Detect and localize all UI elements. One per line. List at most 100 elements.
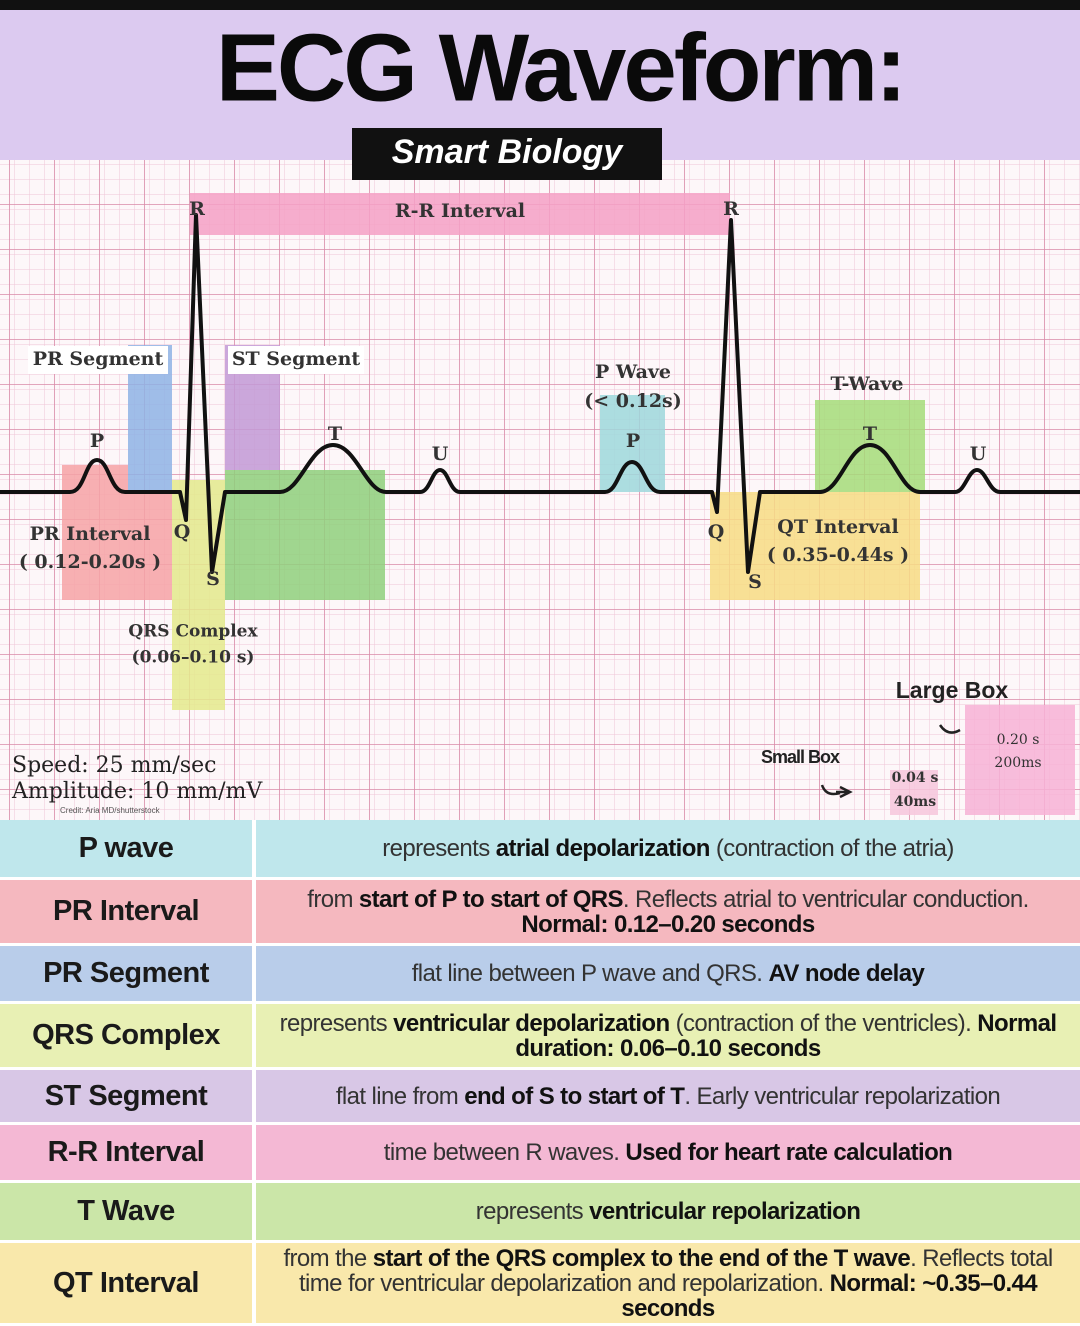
table-row: PR Segment flat line between P wave and Q…	[0, 946, 1080, 1004]
row-term: R-R Interval	[0, 1125, 256, 1180]
label: R	[723, 198, 739, 220]
credit: Credit: Aria MD/shutterstock	[60, 806, 161, 815]
description-text: flat line between P wave and QRS. AV nod…	[412, 961, 925, 986]
label: T	[863, 423, 877, 445]
description-text: represents ventricular depolarization (c…	[264, 1011, 1072, 1061]
row-description: flat line from end of S to start of T. E…	[256, 1070, 1080, 1122]
label-bg	[28, 346, 168, 374]
label: ( 0.35-0.44s )	[767, 544, 909, 566]
description-part: . Early ventricular repolarization	[684, 1082, 1001, 1110]
row-description: time between R waves. Used for heart rat…	[256, 1125, 1080, 1180]
description-text: represents atrial depolarization (contra…	[382, 836, 954, 861]
label: Q	[708, 521, 725, 543]
label: 200ms	[994, 755, 1041, 771]
description-part: ventricular depolarization	[393, 1009, 670, 1037]
description-part: ventricular repolarization	[589, 1198, 861, 1225]
row-description: represents ventricular depolarization (c…	[256, 1004, 1080, 1067]
table-row: R-R Interval time between R waves. Used f…	[0, 1125, 1080, 1183]
table-row: QT Interval from the start of the QRS com…	[0, 1243, 1080, 1326]
small-box-sample	[890, 770, 938, 815]
description-part: (contraction of the atria)	[709, 835, 954, 862]
description-part: AV node delay	[768, 960, 925, 987]
top-border	[0, 0, 1080, 10]
label: PR Segment	[33, 348, 164, 370]
description-part: from	[307, 885, 359, 913]
row-description: represents ventricular repolarization	[256, 1183, 1080, 1240]
description-part: Normal: 0.12–0.20 seconds	[521, 910, 815, 938]
row-term: P wave	[0, 820, 256, 877]
label: 0.04 s	[892, 770, 939, 786]
description-part: start of the QRS complex to the end of t…	[372, 1244, 911, 1272]
label: R	[189, 198, 205, 220]
row-description: from the start of the QRS complex to the…	[256, 1243, 1080, 1323]
subtitle-box	[352, 128, 662, 180]
label-bg	[228, 346, 364, 374]
description-part: Normal: ~0.35–0.44 seconds	[621, 1269, 1038, 1322]
description-text: flat line from end of S to start of T. E…	[335, 1082, 1001, 1110]
ecg-diagram: ECG Waveform: Smart Biology R R-R Interv…	[0, 0, 1080, 820]
description-part: represents	[382, 835, 496, 862]
description-part: start of P to start of QRS	[358, 885, 624, 913]
row-term: ST Segment	[0, 1070, 256, 1122]
label: (< 0.12s)	[584, 390, 682, 412]
large-box-sample	[965, 705, 1075, 815]
description-part: end of S to start of T	[464, 1082, 685, 1110]
row-term: QRS Complex	[0, 1004, 256, 1067]
label: Q	[174, 521, 191, 543]
label: U	[970, 443, 987, 465]
table-row: ST Segment flat line from end of S to sta…	[0, 1070, 1080, 1125]
ecg-trace	[0, 213, 1080, 574]
table-row: QRS Complex represents ventricular depola…	[0, 1004, 1080, 1070]
table-row: T Wave represents ventricular repolarizat…	[0, 1183, 1080, 1243]
description-part: time between R waves.	[383, 1139, 626, 1166]
label: U	[432, 443, 449, 465]
description-text: time between R waves. Used for heart rat…	[383, 1139, 953, 1166]
label: T-Wave	[831, 373, 904, 395]
label: P	[90, 430, 104, 452]
row-term: QT Interval	[0, 1243, 256, 1323]
label: S	[206, 568, 220, 590]
label: 0.20 s	[997, 732, 1040, 748]
description-part: represents	[279, 1009, 394, 1037]
description-part: from the	[283, 1244, 373, 1272]
title: ECG Waveform:	[216, 14, 904, 121]
description-part: flat line between P wave and QRS.	[411, 960, 769, 987]
description-part: . Reflects total time for ventricular de…	[298, 1244, 1053, 1297]
row-description: from start of P to start of QRS. Reflect…	[256, 880, 1080, 943]
label: PR Interval	[30, 523, 151, 545]
arrows	[820, 724, 961, 799]
label: QT Interval	[777, 516, 898, 538]
label: Small Box	[761, 747, 840, 767]
table-row: PR Interval from start of P to start of Q…	[0, 880, 1080, 946]
description-part: (contraction of the ventricles).	[669, 1009, 978, 1037]
row-description: represents atrial depolarization (contra…	[256, 820, 1080, 877]
label: Large Box	[896, 677, 1009, 703]
label: QRS Complex	[128, 622, 258, 642]
table-row: P wave represents atrial depolarization (…	[0, 820, 1080, 880]
label: ( 0.12-0.20s )	[19, 551, 161, 573]
description-part: Normal duration: 0.06–0.10 seconds	[515, 1009, 1057, 1062]
description-part: flat line from	[335, 1082, 465, 1110]
t-region-box	[225, 470, 385, 600]
description-text: from start of P to start of QRS. Reflect…	[264, 887, 1072, 937]
description-part: atrial depolarization	[495, 835, 711, 862]
label: S	[748, 571, 762, 593]
label: (0.06–0.10 s)	[132, 648, 255, 668]
row-description: flat line between P wave and QRS. AV nod…	[256, 946, 1080, 1001]
label: R-R Interval	[395, 200, 525, 222]
label: 40ms	[894, 794, 936, 810]
label: ST Segment	[232, 348, 361, 370]
label: P	[626, 430, 640, 452]
description-part: . Reflects atrial to ventricular conduct…	[622, 885, 1029, 913]
row-term: T Wave	[0, 1183, 256, 1240]
row-term: PR Segment	[0, 946, 256, 1001]
speed: Speed: 25 mm/sec	[12, 753, 216, 778]
description-part: Used for heart rate calculation	[625, 1139, 953, 1166]
description-part: represents	[475, 1198, 590, 1225]
rr-box	[190, 193, 730, 235]
description-text: from the start of the QRS complex to the…	[264, 1246, 1072, 1321]
description-text: represents ventricular repolarization	[476, 1199, 861, 1224]
label: T	[328, 423, 342, 445]
qrs-box	[172, 480, 225, 710]
